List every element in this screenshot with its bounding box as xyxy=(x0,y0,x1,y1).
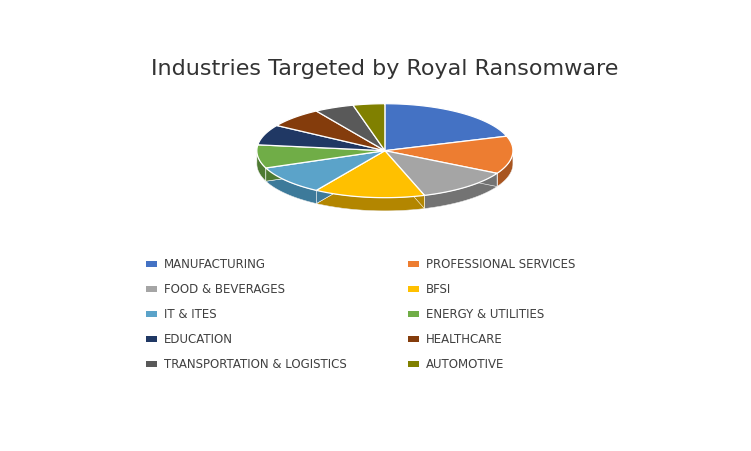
Text: HEALTHCARE: HEALTHCARE xyxy=(426,332,502,345)
Bar xyxy=(409,311,418,318)
Polygon shape xyxy=(316,106,385,152)
Bar xyxy=(146,361,157,368)
Bar xyxy=(409,361,418,368)
Polygon shape xyxy=(424,174,497,209)
Bar xyxy=(146,261,157,267)
Polygon shape xyxy=(266,152,385,191)
Text: ENERGY & UTILITIES: ENERGY & UTILITIES xyxy=(426,308,544,320)
Text: MANUFACTURING: MANUFACTURING xyxy=(164,258,266,271)
Polygon shape xyxy=(385,152,424,209)
Text: IT & ITES: IT & ITES xyxy=(164,308,216,320)
Polygon shape xyxy=(385,152,497,196)
Text: EDUCATION: EDUCATION xyxy=(164,332,233,345)
Polygon shape xyxy=(258,126,385,152)
Bar xyxy=(146,311,157,318)
Text: FOOD & BEVERAGES: FOOD & BEVERAGES xyxy=(164,282,285,295)
Bar xyxy=(409,286,418,292)
Polygon shape xyxy=(266,152,385,182)
Polygon shape xyxy=(257,152,266,182)
Polygon shape xyxy=(266,169,316,204)
Bar xyxy=(409,261,418,267)
Polygon shape xyxy=(266,152,385,182)
Text: AUTOMOTIVE: AUTOMOTIVE xyxy=(426,358,504,370)
Bar xyxy=(146,286,157,292)
Polygon shape xyxy=(316,152,385,204)
Text: BFSI: BFSI xyxy=(426,282,451,295)
Polygon shape xyxy=(385,105,507,152)
Polygon shape xyxy=(316,191,424,212)
Bar xyxy=(146,336,157,342)
Polygon shape xyxy=(385,137,513,174)
Polygon shape xyxy=(385,152,424,209)
Text: TRANSPORTATION & LOGISTICS: TRANSPORTATION & LOGISTICS xyxy=(164,358,346,370)
Polygon shape xyxy=(277,112,385,152)
Ellipse shape xyxy=(257,118,513,212)
Polygon shape xyxy=(385,152,497,187)
Polygon shape xyxy=(497,152,513,187)
Bar xyxy=(409,336,418,342)
Polygon shape xyxy=(257,146,385,169)
Text: PROFESSIONAL SERVICES: PROFESSIONAL SERVICES xyxy=(426,258,575,271)
Polygon shape xyxy=(385,152,497,187)
Polygon shape xyxy=(316,152,424,198)
Polygon shape xyxy=(316,152,385,204)
Polygon shape xyxy=(353,105,385,152)
Text: Industries Targeted by Royal Ransomware: Industries Targeted by Royal Ransomware xyxy=(151,60,619,79)
